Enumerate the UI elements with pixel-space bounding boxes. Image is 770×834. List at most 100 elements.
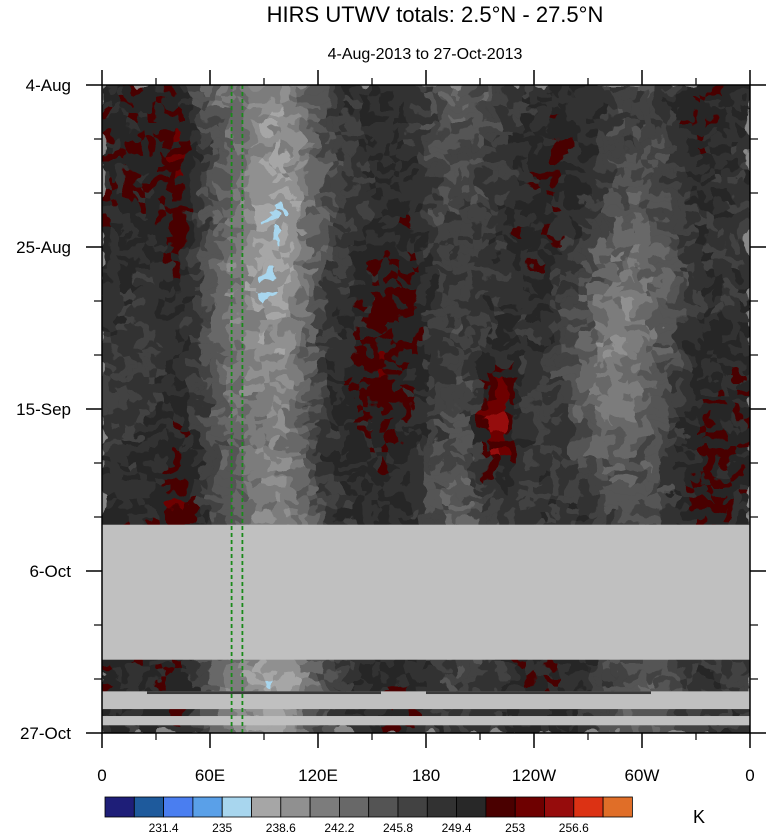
contour-cell — [461, 300, 472, 310]
contour-cell — [344, 400, 355, 410]
contour-cell — [155, 354, 166, 364]
contour-cell — [506, 277, 517, 287]
contour-cell — [299, 122, 310, 132]
contour-cell — [102, 254, 112, 264]
contour-cell — [704, 470, 715, 480]
contour-cell — [272, 130, 283, 140]
contour-cell — [497, 493, 508, 503]
contour-cell — [614, 362, 625, 372]
contour-cell — [659, 454, 670, 464]
contour-cell — [740, 130, 750, 140]
contour-cell — [128, 130, 139, 140]
contour-cell — [398, 215, 409, 225]
contour-cell — [254, 354, 265, 364]
contour-cell — [272, 377, 283, 387]
contour-cell — [416, 107, 427, 117]
contour-cell — [218, 308, 229, 318]
contour-cell — [254, 122, 265, 132]
contour-cell — [533, 107, 544, 117]
contour-cell — [290, 269, 301, 279]
contour-cell — [434, 385, 445, 395]
contour-cell — [443, 493, 454, 503]
contour-cell — [191, 138, 202, 148]
contour-cell — [650, 308, 661, 318]
contour-cell — [128, 392, 139, 402]
contour-cell — [344, 477, 355, 487]
contour-cell — [128, 408, 139, 418]
contour-cell — [533, 138, 544, 148]
contour-cell — [191, 369, 202, 379]
contour-cell — [236, 416, 247, 426]
contour-cell — [605, 146, 616, 156]
contour-cell — [353, 338, 364, 348]
contour-cell — [371, 176, 382, 186]
contour-cell — [488, 277, 499, 287]
contour-cell — [677, 508, 688, 518]
contour-cell — [587, 400, 598, 410]
contour-cell — [515, 92, 526, 102]
contour-cell — [218, 184, 229, 194]
contour-cell — [344, 346, 355, 356]
contour-cell — [317, 323, 328, 333]
contour-cell — [308, 508, 319, 518]
contour-cell — [146, 385, 157, 395]
contour-cell — [245, 308, 256, 318]
contour-cell — [533, 485, 544, 495]
contour-cell — [254, 269, 265, 279]
contour-cell — [578, 223, 589, 233]
contour-cell — [623, 408, 634, 418]
contour-cell — [488, 223, 499, 233]
contour-cell — [200, 446, 211, 456]
contour-cell — [479, 485, 490, 495]
contour-cell — [425, 146, 436, 156]
contour-cell — [470, 130, 481, 140]
contour-cell — [587, 153, 598, 163]
contour-cell — [506, 223, 517, 233]
contour-cell — [209, 385, 220, 395]
contour-cell — [344, 354, 355, 364]
contour-cell — [632, 385, 643, 395]
contour-cell — [362, 300, 373, 310]
contour-cell — [623, 454, 634, 464]
contour-cell — [461, 254, 472, 264]
contour-cell — [281, 107, 292, 117]
contour-cell — [569, 408, 580, 418]
contour-cell — [398, 300, 409, 310]
contour-cell — [398, 223, 409, 233]
contour-cell — [218, 176, 229, 186]
contour-cell — [281, 92, 292, 102]
contour-cell — [668, 238, 679, 248]
contour-cell — [407, 238, 418, 248]
contour-cell — [452, 423, 463, 433]
contour-cell — [308, 377, 319, 387]
contour-cell — [677, 331, 688, 341]
contour-cell — [299, 323, 310, 333]
contour-cell — [470, 354, 481, 364]
contour-cell — [191, 354, 202, 364]
contour-cell — [281, 85, 292, 94]
contour-cell — [560, 292, 571, 302]
contour-cell — [560, 354, 571, 364]
contour-cell — [290, 230, 301, 240]
contour-cell — [128, 400, 139, 410]
contour-cell — [632, 462, 643, 472]
contour-cell — [398, 431, 409, 441]
contour-cell — [155, 192, 166, 202]
contour-cell — [119, 292, 130, 302]
contour-cell — [632, 169, 643, 179]
contour-cell — [102, 385, 112, 395]
contour-cell — [209, 246, 220, 256]
contour-cell — [102, 454, 112, 464]
contour-cell — [227, 176, 238, 186]
contour-cell — [461, 184, 472, 194]
contour-cell — [641, 500, 652, 510]
contour-cell — [362, 439, 373, 449]
contour-cell — [263, 385, 274, 395]
contour-cell — [479, 470, 490, 480]
contour-cell — [102, 369, 112, 379]
contour-cell — [317, 130, 328, 140]
contour-cell — [515, 230, 526, 240]
contour-cell — [704, 516, 715, 526]
contour-cell — [542, 99, 553, 109]
contour-cell — [677, 115, 688, 125]
